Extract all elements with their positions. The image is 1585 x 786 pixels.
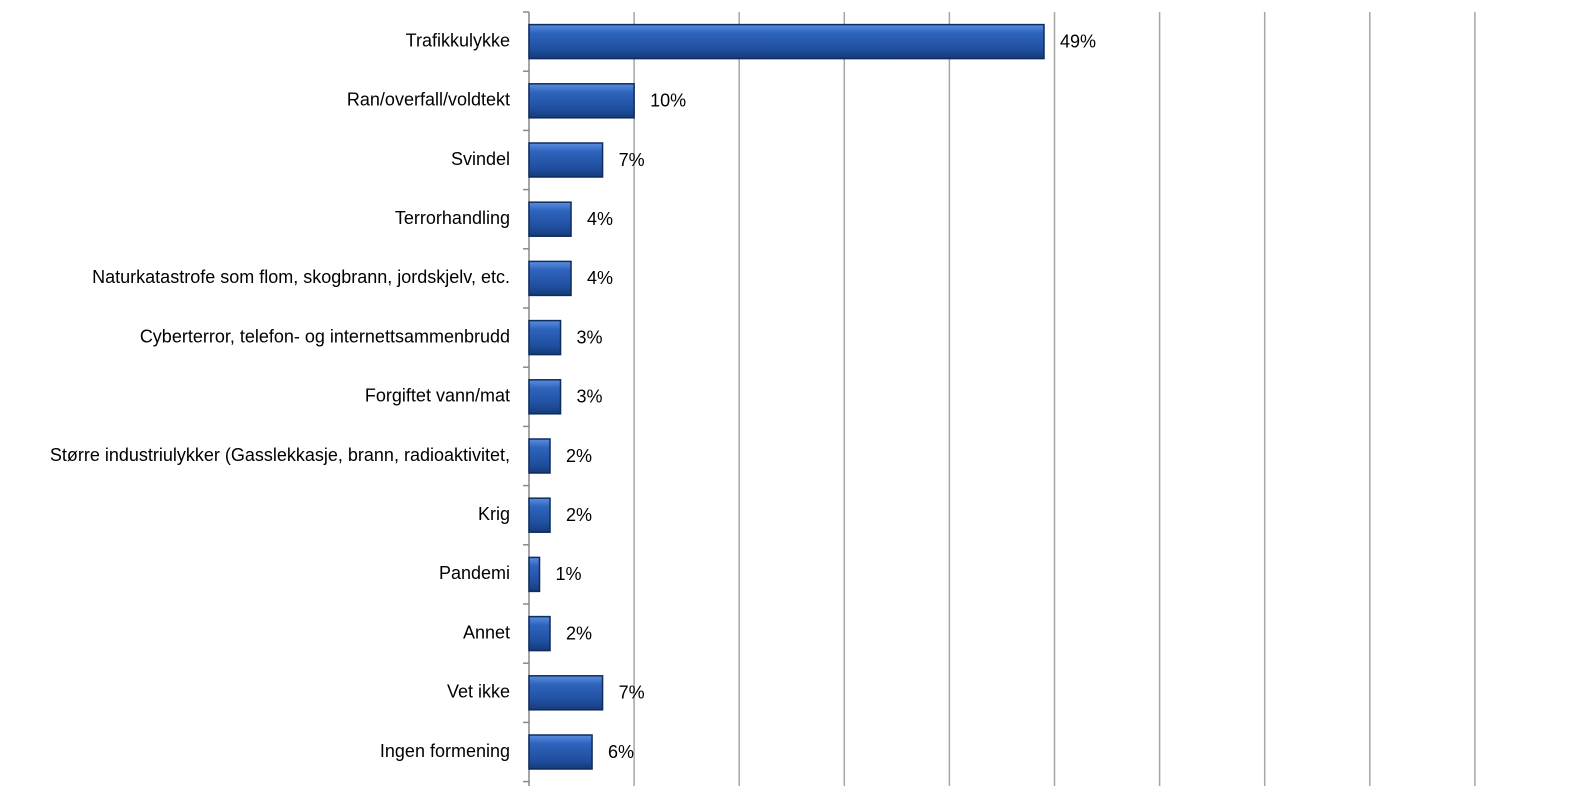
data-label: 4% <box>587 268 613 288</box>
bar <box>528 201 572 237</box>
y-tick-label: Ran/overfall/voldtekt <box>347 90 510 110</box>
y-tick-label: Terrorhandling <box>395 208 510 228</box>
bar <box>528 260 572 297</box>
y-tick-label: Trafikkulykke <box>406 30 510 50</box>
bar <box>528 734 593 770</box>
data-label: 7% <box>619 150 645 170</box>
data-label: 7% <box>619 683 645 703</box>
data-label: 10% <box>650 91 686 111</box>
bar <box>528 438 551 474</box>
data-label: 1% <box>556 564 582 584</box>
bar <box>528 319 562 356</box>
y-tick-label: Ingen formening <box>380 741 510 761</box>
data-label: 6% <box>608 742 634 762</box>
bar <box>528 556 541 593</box>
data-label: 4% <box>587 209 613 229</box>
bar <box>528 675 604 711</box>
bar <box>528 83 635 119</box>
y-tick-label: Pandemi <box>439 563 510 583</box>
bar <box>528 379 562 415</box>
y-tick-label: Svindel <box>451 149 510 169</box>
y-tick-label: Krig <box>478 504 510 524</box>
y-tick-label: Forgiftet vann/mat <box>365 386 510 406</box>
data-label: 49% <box>1060 31 1096 51</box>
y-tick-label: Naturkatastrofe som flom, skogbrann, jor… <box>92 267 510 287</box>
y-tick-label: Annet <box>463 622 510 642</box>
bar <box>528 142 604 178</box>
bar <box>528 615 551 652</box>
y-tick-label: Vet ikke <box>447 682 510 702</box>
bar <box>528 23 1045 60</box>
data-label: 3% <box>577 387 603 407</box>
data-label: 2% <box>566 446 592 466</box>
y-tick-label: Cyberterror, telefon- og internettsammen… <box>140 326 510 346</box>
data-label: 3% <box>577 327 603 347</box>
data-label: 2% <box>566 505 592 525</box>
y-tick-label: Større industriulykker (Gasslekkasje, br… <box>50 445 510 465</box>
bar <box>528 497 551 533</box>
data-label: 2% <box>566 623 592 643</box>
